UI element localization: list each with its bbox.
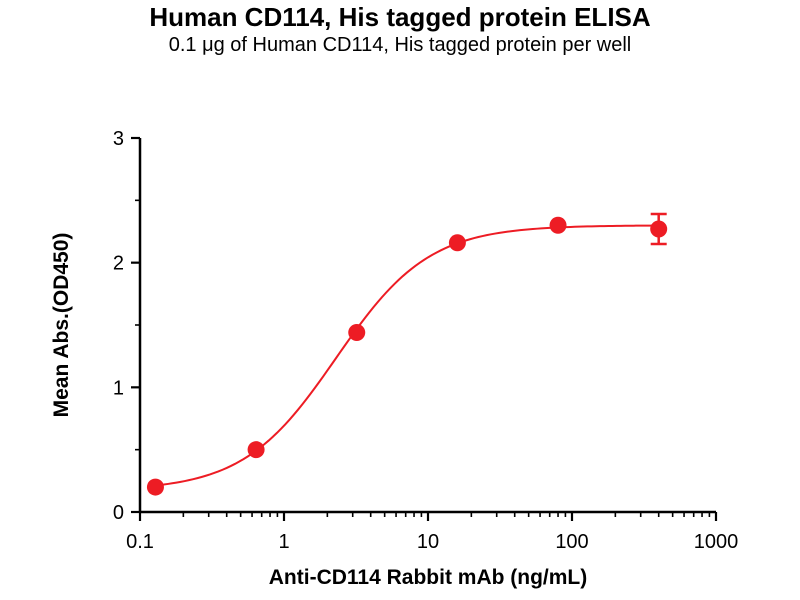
x-tick-label: 100 — [555, 531, 588, 553]
y-tick-label: 1 — [113, 377, 124, 399]
fit-curve — [155, 224, 659, 487]
data-point — [247, 441, 265, 459]
y-tick-label: 2 — [113, 253, 124, 275]
y-axis-title: Mean Abs.(OD450) — [50, 233, 73, 418]
x-axis-title: Anti-CD114 Rabbit mAb (ng/mL) — [269, 566, 588, 589]
x-tick-label: 10 — [417, 531, 439, 553]
x-tick-label: 1000 — [694, 531, 739, 553]
chart-subtitle: 0.1 μg of Human CD114, His tagged protei… — [168, 34, 632, 56]
data-point — [448, 234, 466, 252]
y-tick-label: 0 — [113, 502, 124, 524]
x-tick-label: 0.1 — [126, 531, 154, 553]
x-tick-label: 1 — [278, 531, 289, 553]
data-point — [348, 323, 366, 341]
data-point — [650, 220, 668, 238]
data-point — [549, 216, 567, 234]
y-tick-label: 3 — [113, 128, 124, 150]
chart-title: Human CD114, His tagged protein ELISA — [149, 2, 651, 32]
data-point — [146, 478, 164, 496]
